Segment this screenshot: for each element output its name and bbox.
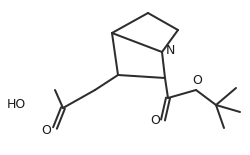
Text: N: N: [165, 44, 175, 57]
Text: O: O: [41, 124, 51, 137]
Text: HO: HO: [6, 97, 26, 111]
Text: O: O: [192, 73, 202, 86]
Text: O: O: [150, 115, 160, 128]
